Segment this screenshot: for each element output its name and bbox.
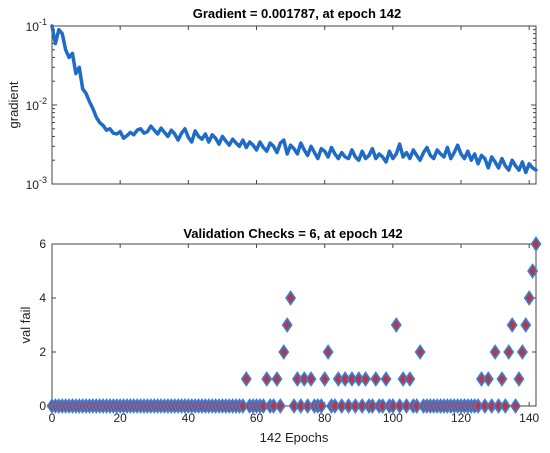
validation-point <box>285 290 297 306</box>
validation-point <box>281 317 293 333</box>
validation-point <box>530 236 542 252</box>
gradient-series-line <box>50 24 538 175</box>
validation-markers <box>46 236 542 414</box>
validation-y-tick-label: 0 <box>39 399 46 413</box>
validation-point <box>380 371 392 387</box>
validation-x-tick-label: 100 <box>383 411 403 425</box>
validation-point <box>510 398 522 414</box>
validation-point <box>482 371 494 387</box>
gradient-chart: Gradient = 0.001787, at epoch 142 10-310… <box>6 6 538 192</box>
validation-point <box>271 371 283 387</box>
validation-point <box>240 371 252 387</box>
validation-point <box>520 317 532 333</box>
validation-point <box>503 344 515 360</box>
validation-point <box>499 398 511 414</box>
validation-point <box>506 317 518 333</box>
gradient-y-tick-label: 10-1 <box>26 17 47 34</box>
validation-x-tick-label: 140 <box>519 411 539 425</box>
validation-point <box>322 344 334 360</box>
gradient-plot-area <box>51 25 537 185</box>
gradient-y-tick-label: 10-3 <box>26 175 47 192</box>
validation-y-tick-label: 4 <box>39 291 46 305</box>
validation-point <box>404 371 416 387</box>
validation-point <box>527 263 539 279</box>
validation-point <box>516 344 528 360</box>
validation-point <box>390 317 402 333</box>
validation-x-tick-label: 20 <box>113 411 127 425</box>
gradient-y-tick-label: 10-2 <box>26 96 47 113</box>
gradient-y-tick-labels: 10-3 10-2 10-1 <box>26 17 47 192</box>
validation-y-axis-label: val fail <box>18 306 33 343</box>
validation-y-tick-labels: 0 2 4 6 <box>39 237 46 413</box>
validation-point <box>489 344 501 360</box>
validation-point <box>496 371 508 387</box>
validation-x-tick-label: 40 <box>182 411 196 425</box>
validation-chart: Validation Checks = 6, at epoch 142 0 20 4… <box>18 226 542 445</box>
validation-point <box>315 398 327 414</box>
validation-point <box>523 290 535 306</box>
validation-point <box>370 371 382 387</box>
validation-x-axis-label: 142 Epochs <box>260 430 329 445</box>
validation-x-tick-label: 60 <box>250 411 264 425</box>
validation-x-tick-labels: 0 20 40 60 80 100 120 140 <box>49 411 540 425</box>
validation-x-tick-label: 0 <box>49 411 56 425</box>
validation-x-tick-label: 80 <box>318 411 332 425</box>
gradient-y-axis-label: gradient <box>6 81 21 128</box>
validation-y-tick-label: 6 <box>39 237 46 251</box>
validation-point <box>513 371 525 387</box>
validation-point <box>360 371 372 387</box>
gradient-chart-title: Gradient = 0.001787, at epoch 142 <box>193 6 401 21</box>
validation-x-tick-label: 120 <box>451 411 471 425</box>
validation-point <box>261 371 273 387</box>
validation-point <box>274 398 286 414</box>
validation-point <box>305 371 317 387</box>
validation-y-tick-label: 2 <box>39 345 46 359</box>
validation-point <box>278 344 290 360</box>
validation-point <box>319 371 331 387</box>
validation-point <box>414 344 426 360</box>
validation-chart-title: Validation Checks = 6, at epoch 142 <box>183 226 402 241</box>
